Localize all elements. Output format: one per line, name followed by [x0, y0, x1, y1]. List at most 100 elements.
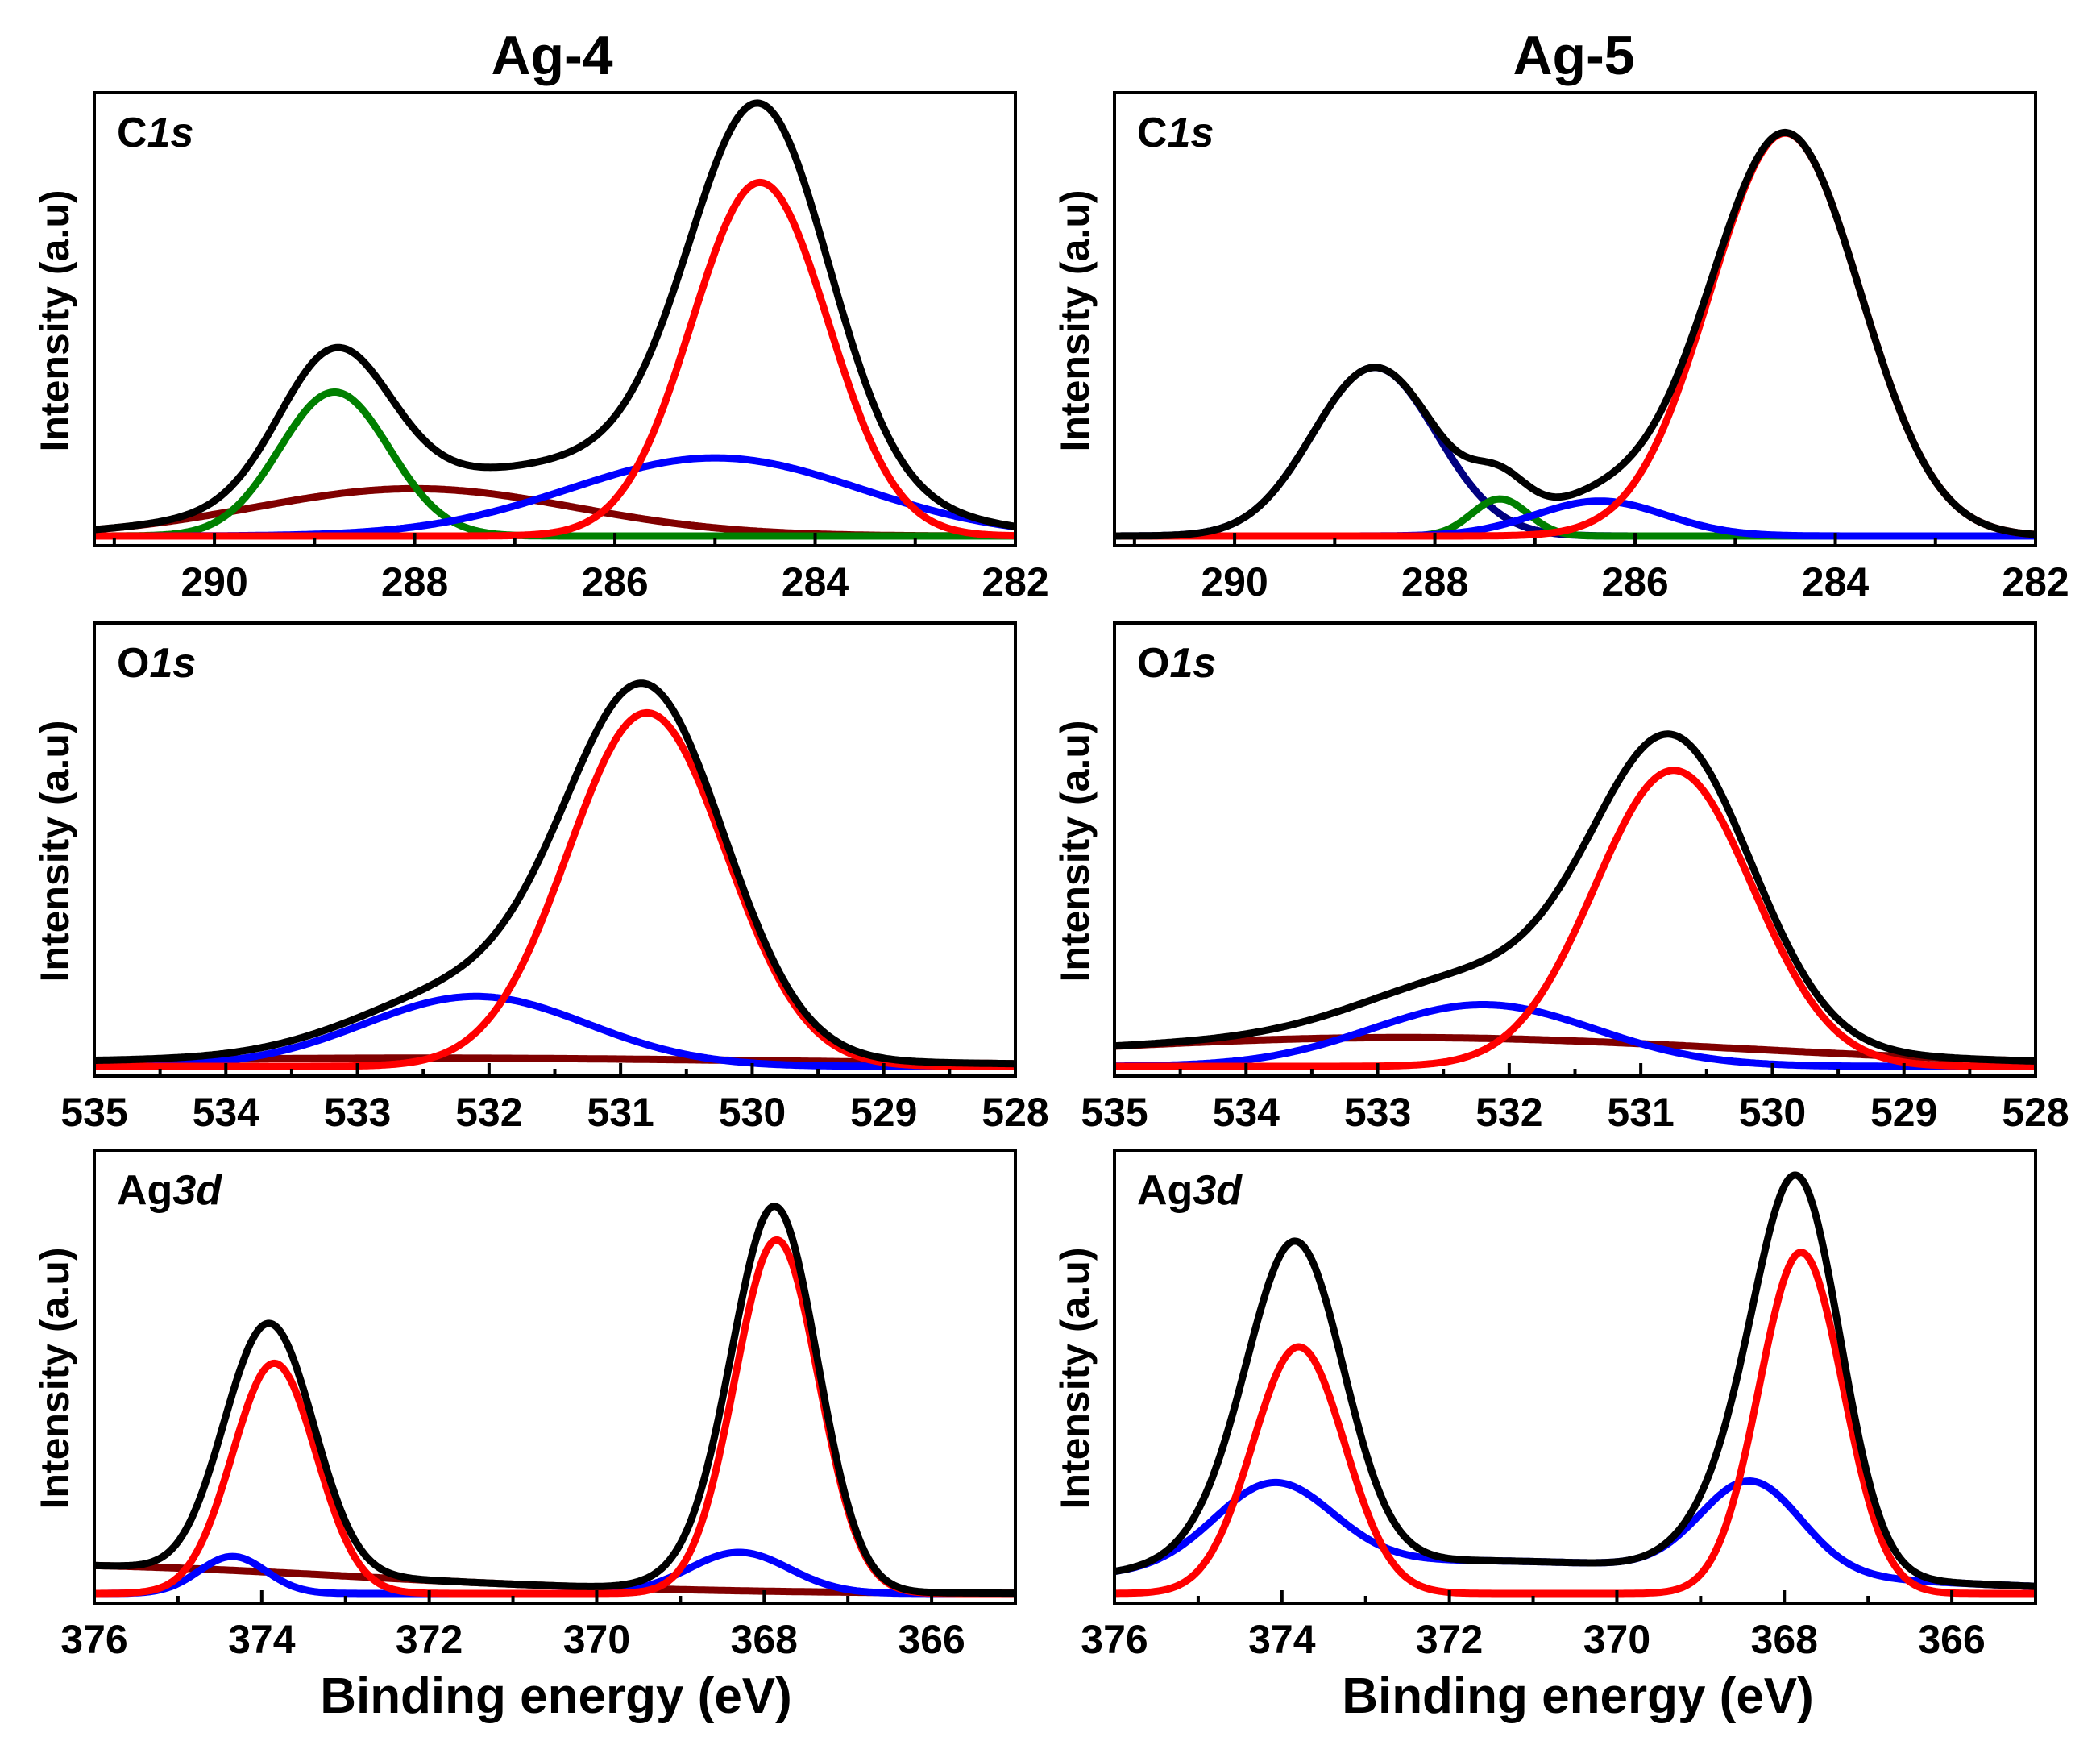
- x-tick-label: 290: [1201, 559, 1268, 605]
- red-component-curve: [94, 1236, 1015, 1598]
- panel-ag4-o1s: 535 534 533 532 531 530 529 528 O1s Intensity (a.…: [32, 621, 1049, 1135]
- panel-label-element: Ag: [117, 1167, 172, 1214]
- envelope-curve: [94, 99, 1015, 534]
- panel-ag5-c1s: 290 288 286 284 282 C1s Intensity (a.u): [1052, 91, 2069, 605]
- panel-label-orbital: 1s: [1169, 640, 1216, 687]
- panel-label: O1s: [1137, 640, 1216, 687]
- envelope-curve: [1114, 730, 2036, 1065]
- blue-component-curve: [94, 454, 1015, 540]
- x-tick-label: 376: [1081, 1617, 1148, 1662]
- plot-area-ag5-o1s: [1114, 730, 2036, 1070]
- panel-label: Ag3d: [1137, 1167, 1243, 1214]
- x-tick-label: 534: [193, 1090, 260, 1135]
- red-component-curve: [1114, 767, 2036, 1070]
- envelope-curve: [94, 679, 1015, 1068]
- plot-frame: [1113, 91, 2037, 547]
- plot-area-ag5-c1s: [1114, 128, 2036, 540]
- panel-label-element: C: [1137, 110, 1168, 156]
- x-tick-label: 528: [2002, 1090, 2069, 1135]
- x-tick-label: 528: [982, 1090, 1048, 1135]
- x-tick-label: 368: [731, 1617, 798, 1662]
- x-tick-label: 366: [898, 1617, 965, 1662]
- x-tick-label: 531: [587, 1090, 654, 1135]
- x-tick-label: 372: [396, 1617, 463, 1662]
- x-tick-label: 374: [1248, 1617, 1316, 1662]
- envelope-curve: [94, 1203, 1015, 1598]
- x-tick-label: 286: [581, 559, 648, 605]
- x-tick-label: 530: [719, 1090, 786, 1135]
- x-tick-label: 370: [1583, 1617, 1650, 1662]
- x-tick-label: 529: [850, 1090, 917, 1135]
- x-tick-label: 532: [1475, 1090, 1542, 1135]
- panel-ag5-o1s: 535 534 533 532 531 530 529 528 O1s Intensity (a.…: [1052, 621, 2069, 1135]
- x-tick-label: 288: [1401, 559, 1468, 605]
- x-tick-label: 533: [1344, 1090, 1411, 1135]
- panel-label-element: O: [117, 640, 149, 687]
- red-component-curve: [1114, 129, 2036, 540]
- x-tick-label: 529: [1870, 1090, 1937, 1135]
- panel-ag4-ag3d: 376 374 372 370 368 366 Ag3d Intensity (a.u): [32, 1149, 1017, 1662]
- plot-area-ag4-ag3d: [94, 1203, 1015, 1598]
- x-tick-label: 374: [228, 1617, 296, 1662]
- x-tick-label: 535: [60, 1090, 127, 1135]
- panel-label-element: Ag: [1137, 1167, 1193, 1214]
- x-tick-label: 368: [1751, 1617, 1818, 1662]
- x-tick-label: 366: [1918, 1617, 1985, 1662]
- plot-area-ag4-o1s: [94, 679, 1015, 1070]
- red-component-curve: [1114, 1249, 2036, 1598]
- panel-label: O1s: [117, 640, 196, 687]
- plot-frame: [93, 1149, 1017, 1605]
- panel-label-orbital: 3d: [1193, 1167, 1243, 1214]
- y-axis-label: Intensity (a.u): [1052, 189, 1098, 451]
- red-component-curve: [94, 708, 1015, 1070]
- x-axis-label-right: Binding energy (eV): [1342, 1668, 1814, 1724]
- y-axis-label: Intensity (a.u): [1052, 720, 1098, 982]
- plot-area-ag5-ag3d: [1114, 1171, 2036, 1598]
- y-axis-label: Intensity (a.u): [32, 720, 77, 982]
- panel-label: C1s: [1137, 110, 1214, 156]
- y-axis-label: Intensity (a.u): [32, 1247, 77, 1509]
- x-tick-label: 284: [1802, 559, 1870, 605]
- blue-component-curve: [1114, 1001, 2036, 1070]
- x-tick-label: 290: [181, 559, 247, 605]
- x-tick-label: 535: [1081, 1090, 1148, 1135]
- x-tick-label: 370: [563, 1617, 630, 1662]
- plot-frame: [1113, 621, 2037, 1078]
- column-title-ag4: Ag-4: [491, 25, 612, 86]
- plot-frame: [93, 91, 1017, 547]
- envelope-curve: [1114, 1171, 2036, 1590]
- panel-label-orbital: 1s: [149, 640, 196, 687]
- x-tick-label: 372: [1416, 1617, 1483, 1662]
- panel-ag5-ag3d: 376 374 372 370 368 366 Ag3d Intensity (a.u): [1052, 1149, 2037, 1662]
- x-tick-label: 282: [982, 559, 1048, 605]
- x-tick-label: 532: [455, 1090, 522, 1135]
- x-tick-label: 534: [1213, 1090, 1280, 1135]
- x-axis-label-left: Binding energy (eV): [320, 1668, 792, 1724]
- plot-area-ag4-c1s: [94, 99, 1015, 540]
- panel-ag4-c1s: 290 288 286 284 282 C1s Intensity (a.u): [32, 91, 1049, 605]
- y-axis-label: Intensity (a.u): [32, 189, 77, 451]
- envelope-curve: [1114, 128, 2036, 540]
- panel-label-orbital: 1s: [147, 110, 194, 156]
- panel-label-orbital: 3d: [172, 1167, 222, 1214]
- panel-label: C1s: [117, 110, 193, 156]
- red-component-curve: [94, 178, 1015, 540]
- panel-label: Ag3d: [117, 1167, 222, 1214]
- column-title-ag5: Ag-5: [1513, 25, 1634, 86]
- x-tick-label: 286: [1601, 559, 1668, 605]
- x-tick-label: 284: [782, 559, 849, 605]
- x-tick-label: 376: [60, 1617, 127, 1662]
- panel-label-orbital: 1s: [1168, 110, 1214, 156]
- x-tick-label: 531: [1607, 1090, 1674, 1135]
- x-tick-label: 282: [2002, 559, 2069, 605]
- panel-label-element: C: [117, 110, 147, 156]
- plot-frame: [1113, 1149, 2037, 1605]
- x-tick-label: 530: [1739, 1090, 1806, 1135]
- blue-component-curve: [94, 992, 1015, 1070]
- x-tick-label: 288: [381, 559, 448, 605]
- green-component-curve: [94, 388, 1015, 540]
- panel-label-element: O: [1137, 640, 1169, 687]
- x-tick-label: 533: [324, 1090, 391, 1135]
